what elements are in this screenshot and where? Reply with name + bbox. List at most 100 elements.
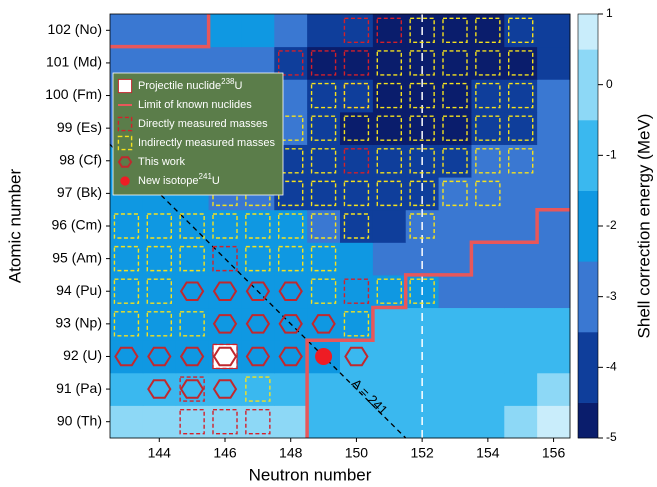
measured-marker <box>278 213 304 239</box>
legend-name: Directly measured masses <box>138 118 268 130</box>
legend-sup: 241 <box>199 172 213 181</box>
measured-marker <box>278 148 304 174</box>
measured-marker <box>179 213 205 239</box>
measured-marker <box>310 245 337 272</box>
measured-marker <box>117 135 133 151</box>
legend-label: Limit of known nuclides <box>138 99 252 111</box>
heatmap-cell <box>537 209 571 243</box>
heatmap-cell <box>504 274 538 309</box>
colorbar-tick-label: -2 <box>606 218 617 232</box>
this-work-marker <box>114 346 139 367</box>
this-work-marker <box>117 156 133 168</box>
isobar-line <box>109 144 407 439</box>
measured-marker <box>179 311 205 337</box>
this-work-marker <box>147 379 172 399</box>
heatmap-cell <box>438 209 472 243</box>
legend-sup: 238 <box>221 77 235 86</box>
y-tick-label: 93 (Np) <box>55 315 102 331</box>
measured-marker <box>310 50 337 76</box>
measured-marker <box>343 115 370 141</box>
legend-name: Indirectly measured masses <box>138 137 275 149</box>
legend-box <box>112 72 284 196</box>
measured-marker <box>117 116 133 132</box>
measured-marker <box>146 245 172 272</box>
heatmap-cell <box>537 274 571 309</box>
measured-marker <box>212 245 238 272</box>
heatmap-cell <box>537 242 571 276</box>
heatmap-cell <box>438 242 472 276</box>
measured-marker <box>245 245 271 272</box>
y-tick-label: 101 (Md) <box>46 54 102 70</box>
measured-marker <box>146 213 172 239</box>
colorbar-band <box>578 190 598 262</box>
colorbar-tick-label: -4 <box>606 360 617 374</box>
measured-marker <box>376 82 402 109</box>
projectile-marker <box>117 78 133 94</box>
legend-label: This work <box>138 156 186 168</box>
measured-marker <box>376 115 402 141</box>
new-isotope-marker <box>120 176 130 186</box>
y-tick-label: 98 (Cf) <box>59 151 102 167</box>
measured-marker <box>475 148 501 174</box>
y-tick-label: 94 (Pu) <box>56 282 102 298</box>
heatmap-cell <box>537 79 571 113</box>
measured-marker <box>113 213 140 239</box>
measured-marker <box>212 213 238 239</box>
measured-marker <box>508 115 534 141</box>
measured-marker <box>409 213 435 239</box>
heatmap-cell <box>405 372 440 406</box>
measured-marker <box>245 408 271 435</box>
measured-marker <box>278 245 304 272</box>
this-work-marker <box>311 314 336 334</box>
measured-marker <box>376 180 402 207</box>
this-work-marker <box>147 346 172 367</box>
x-axis-label: Neutron number <box>249 465 372 484</box>
heatmap-cell <box>372 372 407 406</box>
y-tick-label: 102 (No) <box>48 21 102 37</box>
measured-marker <box>409 17 435 44</box>
legend-name: New isotope <box>138 175 199 187</box>
measured-marker <box>278 115 304 141</box>
x-tick-label: 156 <box>542 445 566 461</box>
measured-marker <box>508 50 534 76</box>
this-work-marker <box>212 314 238 334</box>
heatmap-cell <box>438 405 472 439</box>
measured-marker <box>146 278 172 304</box>
this-work-marker <box>245 281 271 301</box>
measured-marker <box>343 180 370 207</box>
measured-marker <box>343 17 370 44</box>
heatmap-cell <box>537 372 571 406</box>
measured-marker <box>475 115 501 141</box>
this-work-marker <box>278 281 303 301</box>
heatmap-cell <box>142 14 177 48</box>
heatmap-cell <box>405 242 440 276</box>
colorbar-band <box>578 49 598 121</box>
heatmap-cell <box>504 209 538 243</box>
heatmap-cell <box>504 177 538 211</box>
heatmap-cell <box>537 405 571 439</box>
this-work-marker <box>245 314 271 334</box>
heatmap-cell <box>504 405 538 439</box>
measured-marker <box>409 180 435 207</box>
measured-marker <box>278 180 304 207</box>
colorbar-band <box>578 14 598 50</box>
measured-marker <box>310 213 337 239</box>
measured-marker <box>310 115 337 141</box>
heatmap-cell <box>241 14 275 48</box>
measured-marker <box>278 50 304 76</box>
measured-marker <box>508 17 534 44</box>
legend-label: Directly measured masses <box>138 118 268 130</box>
heatmap-cell <box>110 14 144 48</box>
colorbar-label: Shell correction energy (MeV) <box>634 114 653 339</box>
measured-marker <box>310 148 337 174</box>
heatmap-cell <box>372 340 407 374</box>
measured-marker <box>376 148 402 174</box>
y-axis-label: Atomic number <box>5 169 24 284</box>
x-tick-label: 146 <box>213 445 237 461</box>
measured-marker <box>343 213 370 239</box>
heatmap-cell <box>307 372 341 406</box>
colorbar-band <box>578 120 598 191</box>
heatmap-cell <box>471 307 505 341</box>
